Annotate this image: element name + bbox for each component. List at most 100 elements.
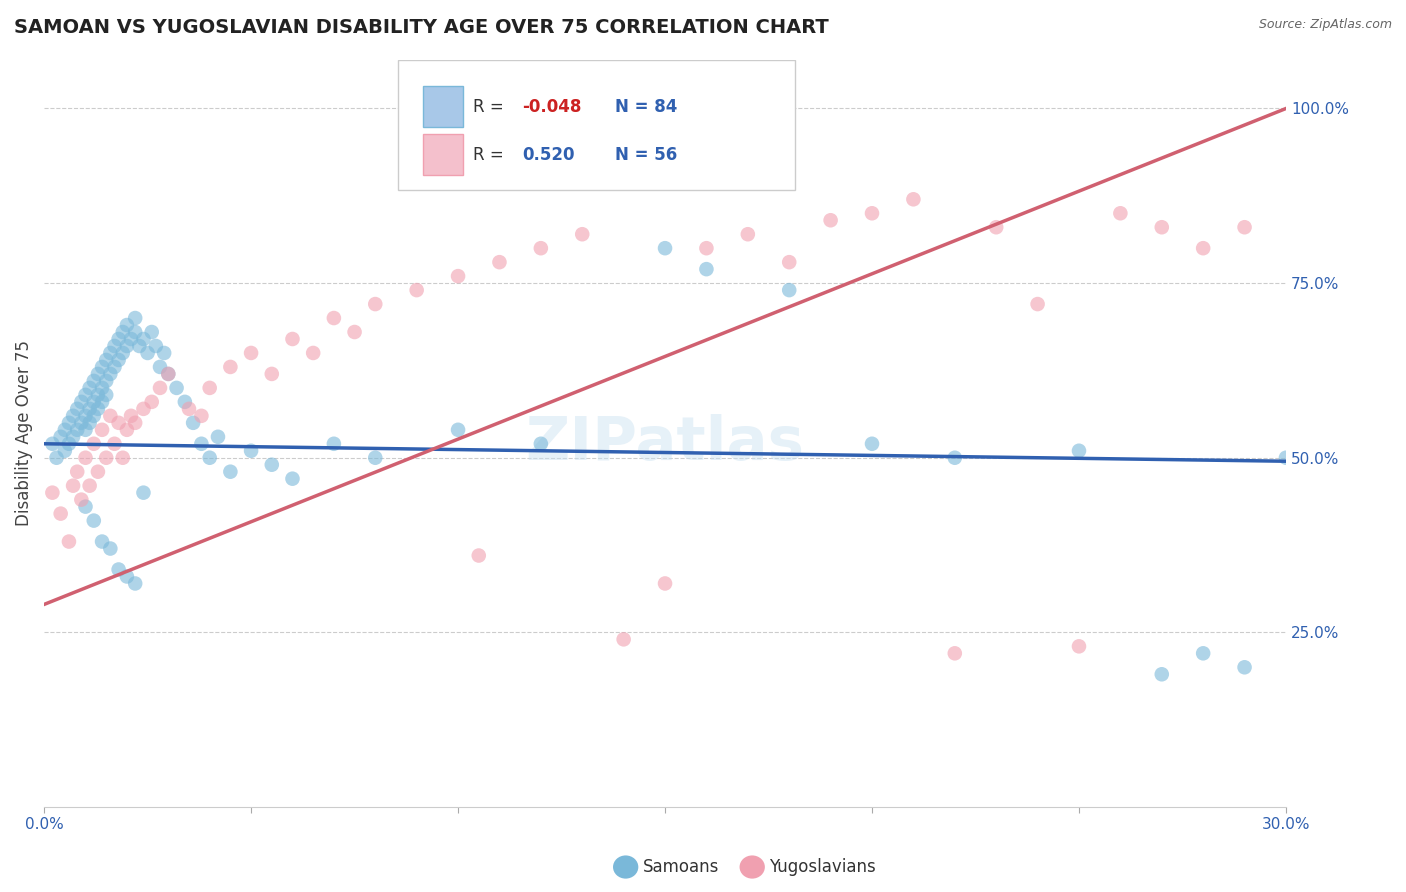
Point: [107, 416, 129, 430]
Point: [145, 339, 167, 353]
FancyBboxPatch shape: [398, 60, 796, 190]
Point: [75, 500, 97, 514]
Point: [120, 332, 142, 346]
Text: N = 56: N = 56: [616, 146, 678, 164]
Point: [83, 374, 105, 388]
Point: [124, 311, 146, 326]
Point: [66, 423, 89, 437]
Point: [1150, 667, 1173, 681]
Point: [322, 436, 344, 450]
Point: [157, 367, 180, 381]
Point: [79, 401, 101, 416]
Point: [364, 450, 387, 465]
Point: [1026, 297, 1049, 311]
Text: ZIPatlas: ZIPatlas: [526, 414, 804, 474]
Point: [343, 325, 366, 339]
Point: [103, 339, 125, 353]
Point: [1233, 660, 1256, 674]
Point: [75, 388, 97, 402]
Point: [58, 436, 80, 450]
FancyBboxPatch shape: [423, 135, 463, 176]
Point: [654, 241, 676, 255]
Point: [111, 450, 134, 465]
Point: [166, 381, 188, 395]
Point: [447, 269, 470, 284]
Point: [1233, 220, 1256, 235]
Point: [53, 423, 76, 437]
Point: [240, 443, 263, 458]
Point: [1192, 241, 1215, 255]
Point: [107, 332, 129, 346]
Point: [1150, 220, 1173, 235]
Text: Samoans: Samoans: [643, 858, 718, 876]
Point: [447, 423, 470, 437]
Point: [860, 206, 883, 220]
Point: [1109, 206, 1132, 220]
Point: [45, 450, 67, 465]
Point: [75, 409, 97, 423]
Point: [41, 485, 63, 500]
Point: [207, 430, 229, 444]
Point: [49, 430, 72, 444]
Point: [83, 436, 105, 450]
Point: [737, 227, 759, 242]
Point: [943, 646, 966, 660]
Point: [87, 388, 110, 402]
Point: [571, 227, 593, 242]
Point: [111, 346, 134, 360]
Point: [87, 367, 110, 381]
Point: [87, 465, 110, 479]
Point: [58, 534, 80, 549]
Point: [530, 436, 553, 450]
Point: [778, 283, 800, 297]
Point: [53, 443, 76, 458]
Point: [613, 632, 636, 647]
Point: [83, 514, 105, 528]
Text: R =: R =: [472, 146, 513, 164]
Text: R =: R =: [472, 98, 509, 116]
Point: [136, 346, 159, 360]
Point: [96, 374, 118, 388]
Point: [128, 339, 150, 353]
Point: [132, 485, 155, 500]
Point: [91, 359, 114, 374]
Point: [87, 401, 110, 416]
Point: [124, 325, 146, 339]
Point: [96, 450, 118, 465]
Point: [153, 346, 176, 360]
Point: [120, 409, 142, 423]
Point: [98, 367, 121, 381]
FancyBboxPatch shape: [423, 86, 463, 127]
Point: [219, 465, 242, 479]
Text: N = 84: N = 84: [616, 98, 678, 116]
Point: [91, 395, 114, 409]
Point: [530, 241, 553, 255]
Text: Source: ZipAtlas.com: Source: ZipAtlas.com: [1258, 18, 1392, 31]
Point: [75, 450, 97, 465]
Point: [260, 458, 283, 472]
Point: [903, 192, 925, 206]
Point: [124, 416, 146, 430]
Point: [91, 534, 114, 549]
Point: [322, 311, 344, 326]
Point: [302, 346, 325, 360]
Point: [405, 283, 427, 297]
Text: 0.520: 0.520: [522, 146, 575, 164]
Point: [62, 409, 84, 423]
Point: [260, 367, 283, 381]
Point: [98, 541, 121, 556]
Point: [173, 395, 195, 409]
Point: [1275, 450, 1298, 465]
Point: [83, 409, 105, 423]
Point: [1192, 646, 1215, 660]
Point: [75, 423, 97, 437]
Point: [103, 359, 125, 374]
Point: [91, 423, 114, 437]
Point: [115, 569, 138, 583]
Point: [141, 395, 163, 409]
Point: [695, 262, 717, 277]
Point: [149, 359, 172, 374]
Point: [111, 325, 134, 339]
Point: [986, 220, 1008, 235]
Point: [240, 346, 263, 360]
